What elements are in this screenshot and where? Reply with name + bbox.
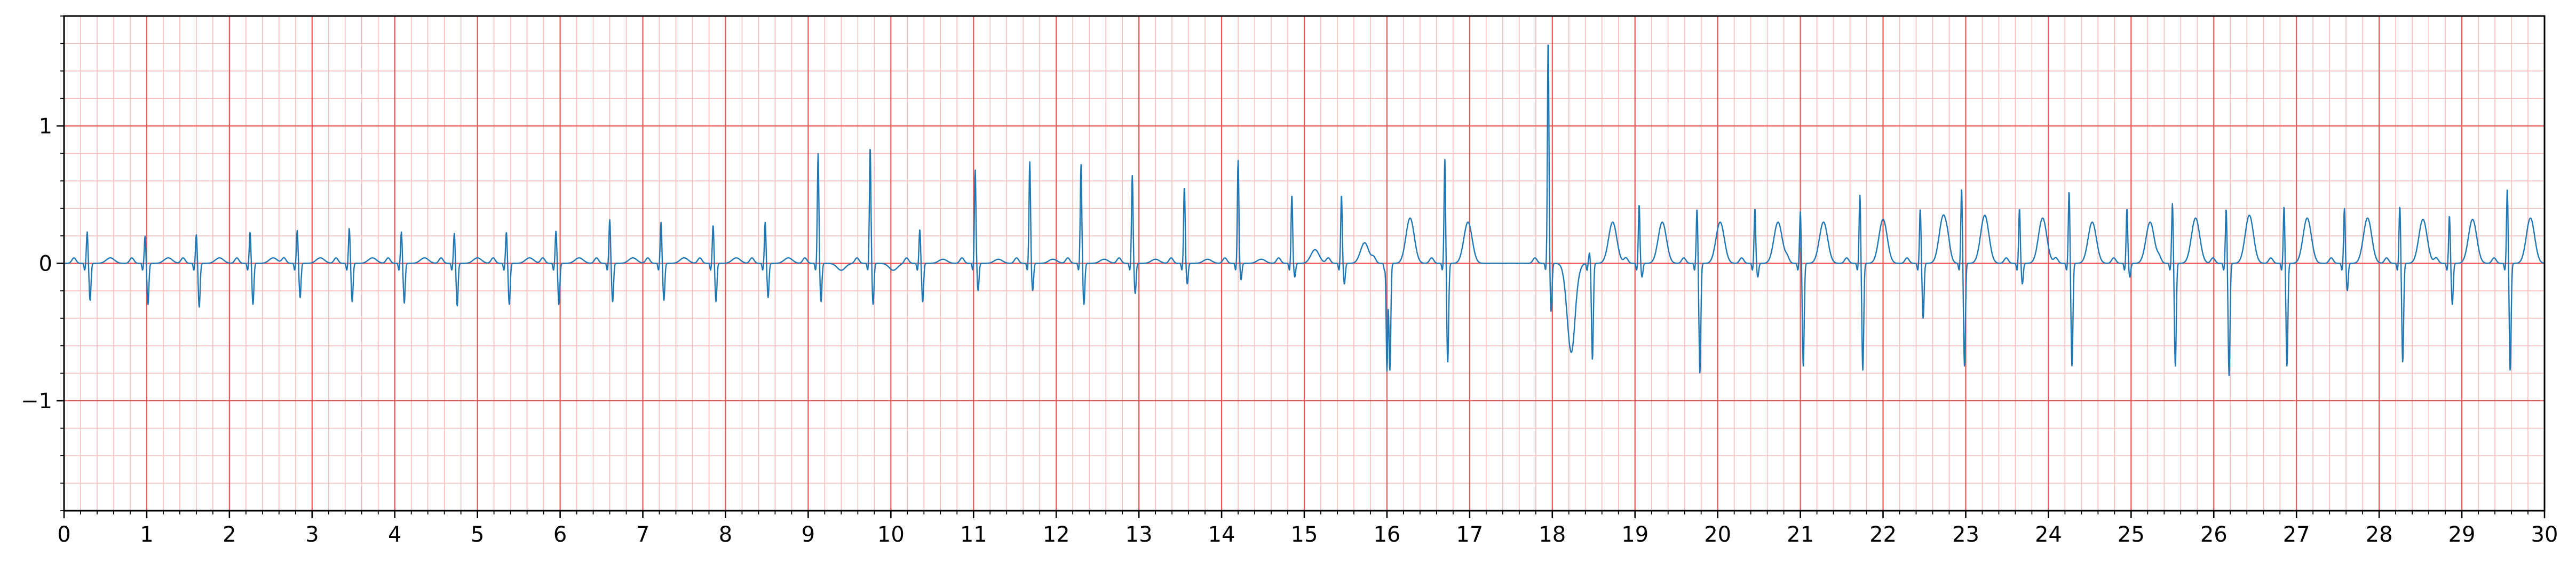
x-tick-label: 27 [2283,522,2310,547]
x-tick-label: 12 [1043,522,1070,547]
x-tick-label: 24 [2035,522,2062,547]
x-tick-label: 30 [2531,522,2558,547]
x-tick-label: 6 [553,522,567,547]
x-axis: 0 1 2 3 4 5 6 7 8 9 10 11 12 13 14 15 16 17 18 19 20 21 22 23 24… [57,511,2558,547]
y-tick-label: −1 [21,389,52,414]
x-tick-label: 14 [1208,522,1235,547]
x-tick-label: 18 [1539,522,1566,547]
x-tick-label: 25 [2118,522,2145,547]
x-tick-label: 23 [1952,522,1979,547]
x-tick-label: 13 [1125,522,1153,547]
x-tick-label: 22 [1869,522,1897,547]
x-tick-label: 15 [1291,522,1318,547]
x-tick-label: 3 [305,522,319,547]
x-tick-label: 29 [2448,522,2476,547]
x-tick-label: 9 [802,522,815,547]
x-tick-label: 26 [2200,522,2228,547]
x-tick-label: 8 [719,522,732,547]
x-tick-label: 17 [1456,522,1483,547]
x-tick-label: 5 [471,522,484,547]
y-tick-label: 0 [39,252,52,276]
x-tick-label: 19 [1621,522,1648,547]
ecg-trace [64,44,2545,376]
x-tick-label: 10 [877,522,905,547]
x-tick-label: 7 [636,522,649,547]
x-tick-label: 0 [57,522,70,547]
y-tick-label: 1 [39,114,52,139]
x-tick-label: 4 [388,522,401,547]
x-tick-label: 21 [1787,522,1814,547]
x-tick-label: 28 [2366,522,2393,547]
x-tick-label: 16 [1373,522,1400,547]
x-tick-label: 20 [1704,522,1731,547]
ecg-trace-layer [64,44,2545,376]
x-tick-label: 11 [960,522,987,547]
x-tick-label: 2 [223,522,236,547]
x-tick-label: 1 [140,522,153,547]
y-axis: −1 0 1 [21,15,64,511]
